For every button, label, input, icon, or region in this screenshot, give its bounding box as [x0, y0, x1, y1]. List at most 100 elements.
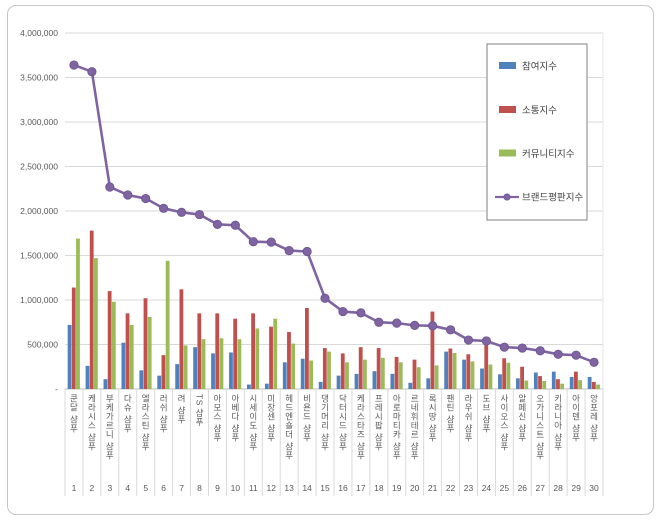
bar-참여지수-11 [247, 384, 251, 389]
bar-소통지수-22 [448, 348, 453, 389]
marker-브랜드평판지수-21 [428, 321, 438, 331]
bar-커뮤니티지수-26 [524, 380, 529, 389]
bar-커뮤니티지수-13 [291, 343, 296, 389]
bar-참여지수-21 [426, 378, 431, 389]
x-axis-rank-label: 18 [374, 483, 384, 493]
bar-소통지수-15 [322, 348, 327, 389]
bar-커뮤니티지수-14 [309, 360, 313, 389]
bar-소통지수-9 [215, 313, 220, 389]
bar-소통지수-30 [591, 381, 596, 389]
bar-소통지수-17 [358, 347, 363, 389]
x-axis-rank-label: 30 [589, 483, 599, 493]
bar-참여지수-24 [480, 368, 484, 389]
bar-커뮤니티지수-6 [165, 260, 170, 389]
bar-소통지수-20 [412, 359, 417, 389]
y-axis-tick-label: 2,500,000 [20, 162, 58, 172]
bar-커뮤니티지수-25 [506, 362, 511, 389]
y-axis-tick-label: 3,500,000 [20, 73, 58, 83]
bar-소통지수-26 [520, 366, 524, 389]
bar-커뮤니티지수-29 [578, 380, 582, 389]
marker-브랜드평판지수-7 [176, 207, 187, 217]
x-axis-rank-label: 27 [535, 483, 545, 493]
bar-소통지수-16 [340, 353, 345, 389]
marker-브랜드평판지수-8 [194, 209, 205, 220]
x-axis-rank-label: 20 [410, 483, 420, 493]
x-axis-rank-label: 2 [90, 483, 95, 493]
x-axis-rank-label: 13 [284, 483, 294, 493]
bar-커뮤니티지수-28 [560, 383, 565, 389]
bar-소통지수-14 [305, 308, 309, 389]
bar-참여지수-20 [408, 382, 413, 389]
marker-브랜드평판지수-9 [212, 219, 223, 229]
bar-커뮤니티지수-15 [327, 351, 331, 389]
bar-참여지수-13 [282, 362, 287, 389]
marker-브랜드평판지수-25 [499, 342, 509, 352]
marker-브랜드평판지수-18 [374, 317, 384, 327]
marker-브랜드평판지수-5 [141, 193, 151, 204]
x-axis-rank-label: 10 [231, 483, 241, 493]
bar-참여지수-1 [67, 324, 72, 389]
bar-커뮤니티지수-3 [111, 301, 116, 389]
bar-커뮤니티지수-11 [255, 328, 260, 389]
legend-label: 커뮤니티지수 [522, 149, 575, 160]
marker-브랜드평판지수-4 [123, 190, 133, 200]
marker-브랜드평판지수-10 [230, 220, 240, 230]
x-axis-rank-label: 12 [266, 483, 276, 493]
bar-소통지수-10 [233, 318, 238, 389]
bar-커뮤니티지수-24 [488, 364, 493, 389]
marker-브랜드평판지수-15 [320, 293, 330, 303]
legend-swatch-참여지수 [499, 62, 516, 69]
bar-소통지수-4 [125, 313, 130, 389]
bar-참여지수-15 [318, 381, 323, 389]
bar-소통지수-7 [179, 289, 184, 389]
marker-브랜드평판지수-26 [517, 343, 527, 353]
legend-label: 브랜드평판지수 [522, 193, 583, 204]
bar-참여지수-30 [587, 376, 592, 389]
bar-커뮤니티지수-21 [434, 365, 439, 389]
bar-소통지수-11 [251, 313, 255, 389]
x-axis-rank-label: 14 [302, 483, 312, 493]
bar-소통지수-29 [574, 371, 578, 389]
bar-참여지수-22 [444, 351, 449, 389]
marker-브랜드평판지수-13 [284, 246, 294, 256]
bar-소통지수-27 [538, 376, 542, 389]
x-axis-rank-label: 4 [125, 483, 130, 493]
bar-커뮤니티지수-30 [596, 384, 600, 389]
bar-소통지수-19 [394, 356, 399, 389]
bar-소통지수-1 [71, 287, 76, 389]
y-axis-tick-label: 2,000,000 [20, 206, 58, 216]
bar-커뮤니티지수-1 [76, 238, 80, 389]
bar-커뮤니티지수-22 [452, 352, 457, 389]
x-axis-rank-label: 11 [249, 483, 258, 493]
bar-참여지수-28 [551, 371, 556, 389]
bar-커뮤니티지수-4 [129, 324, 134, 389]
x-axis-rank-label: 1 [72, 483, 77, 493]
bar-소통지수-28 [556, 379, 560, 389]
marker-브랜드평판지수-1 [69, 60, 79, 70]
x-axis-rank-label: 6 [161, 483, 166, 493]
y-axis-tick-label: 1,000,000 [20, 295, 58, 305]
marker-브랜드평판지수-11 [248, 237, 258, 247]
bar-참여지수-29 [569, 376, 574, 389]
bar-참여지수-10 [229, 352, 233, 389]
marker-브랜드평판지수-27 [535, 346, 545, 356]
x-axis-rank-label: 5 [143, 483, 148, 493]
marker-브랜드평판지수-12 [266, 237, 276, 247]
x-axis-rank-label: 26 [518, 483, 528, 493]
legend-label: 참여지수 [522, 61, 557, 73]
x-axis-rank-label: 17 [356, 483, 366, 493]
y-axis-tick-label: 500,000 [27, 340, 58, 350]
bar-커뮤니티지수-27 [542, 380, 547, 389]
bar-소통지수-3 [107, 291, 112, 389]
bar-참여지수-26 [516, 378, 520, 389]
bar-참여지수-17 [354, 373, 359, 389]
bar-참여지수-14 [300, 358, 305, 389]
x-axis-rank-label: 9 [215, 483, 220, 493]
bar-참여지수-25 [498, 374, 502, 389]
bar-커뮤니티지수-16 [345, 362, 349, 389]
x-axis-rank-label: 15 [320, 483, 330, 493]
marker-브랜드평판지수-19 [392, 318, 402, 328]
marker-브랜드평판지수-22 [445, 325, 456, 335]
bar-참여지수-3 [103, 379, 108, 389]
